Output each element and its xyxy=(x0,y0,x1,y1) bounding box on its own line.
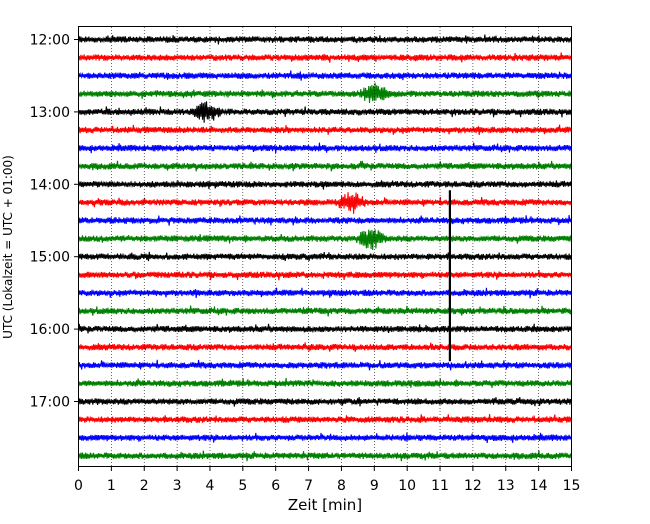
y-axis-ticks: 12:00 13:00 14:00 15:00 16:00 17:00 xyxy=(30,33,79,411)
x-tick-label: 12 xyxy=(464,478,482,494)
x-tick-label: 4 xyxy=(206,478,215,494)
x-tick-label: 6 xyxy=(271,478,280,494)
x-tick-label: 14 xyxy=(530,478,548,494)
trace-1300 xyxy=(77,101,573,123)
trace-1330 xyxy=(77,142,573,154)
trace-1745 xyxy=(77,450,573,462)
x-tick-label: 0 xyxy=(74,478,83,494)
trace-1545 xyxy=(77,305,573,317)
x-tick-label: 13 xyxy=(497,478,515,494)
trace-1345 xyxy=(77,160,573,172)
x-tick-label: 3 xyxy=(173,478,182,494)
vertical-gridlines xyxy=(111,27,539,466)
trace-1600 xyxy=(77,323,573,334)
trace-1715 xyxy=(77,414,573,424)
trace-1200 xyxy=(77,34,573,45)
trace-1615 xyxy=(77,342,573,352)
y-tick-label: 14:00 xyxy=(30,177,70,193)
trace-1230 xyxy=(77,70,573,81)
y-tick-label: 13:00 xyxy=(30,105,70,121)
plot-frame xyxy=(78,26,572,467)
y-tick-label: 17:00 xyxy=(30,395,70,411)
trace-1630 xyxy=(77,359,573,371)
trace-1500 xyxy=(77,251,573,262)
y-axis-label: UTC (Lokalzeit = UTC + 01:00) xyxy=(1,155,15,339)
trace-1730 xyxy=(77,432,573,444)
trace-1215 xyxy=(77,52,573,63)
x-tick-label: 9 xyxy=(370,478,379,494)
x-tick-label: 8 xyxy=(337,478,346,494)
trace-1400 xyxy=(77,180,573,190)
y-tick-label: 12:00 xyxy=(30,33,70,49)
x-axis-label: Zeit [min] xyxy=(288,496,362,514)
x-axis-ticks: 0 1 2 3 4 5 6 7 8 9 10 11 12 13 14 15 xyxy=(74,466,581,494)
seismic-traces xyxy=(77,34,573,462)
y-tick-label: 16:00 xyxy=(30,322,70,338)
trace-1315 xyxy=(77,124,573,136)
x-tick-label: 11 xyxy=(431,478,449,494)
trace-1515 xyxy=(77,269,573,281)
y-tick-label: 15:00 xyxy=(30,250,70,266)
x-tick-label: 15 xyxy=(563,478,581,494)
trace-1530 xyxy=(77,287,573,299)
trace-1700 xyxy=(77,397,573,407)
x-tick-label: 10 xyxy=(398,478,416,494)
trace-1645 xyxy=(77,377,573,389)
trace-1445 xyxy=(77,229,573,251)
trace-1430 xyxy=(77,215,573,226)
x-tick-label: 5 xyxy=(238,478,247,494)
trace-1245 xyxy=(77,82,573,104)
x-tick-label: 2 xyxy=(140,478,149,494)
trace-1415 xyxy=(77,192,573,214)
x-tick-label: 7 xyxy=(304,478,313,494)
x-tick-label: 1 xyxy=(107,478,116,494)
